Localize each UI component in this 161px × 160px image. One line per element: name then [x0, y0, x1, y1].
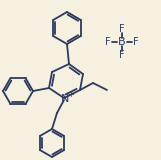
Text: F: F	[119, 24, 125, 34]
Text: N: N	[61, 94, 69, 104]
Text: F: F	[105, 37, 111, 47]
Text: F: F	[133, 37, 139, 47]
Text: +: +	[68, 89, 74, 99]
Text: F: F	[119, 50, 125, 60]
Text: B: B	[118, 37, 126, 47]
